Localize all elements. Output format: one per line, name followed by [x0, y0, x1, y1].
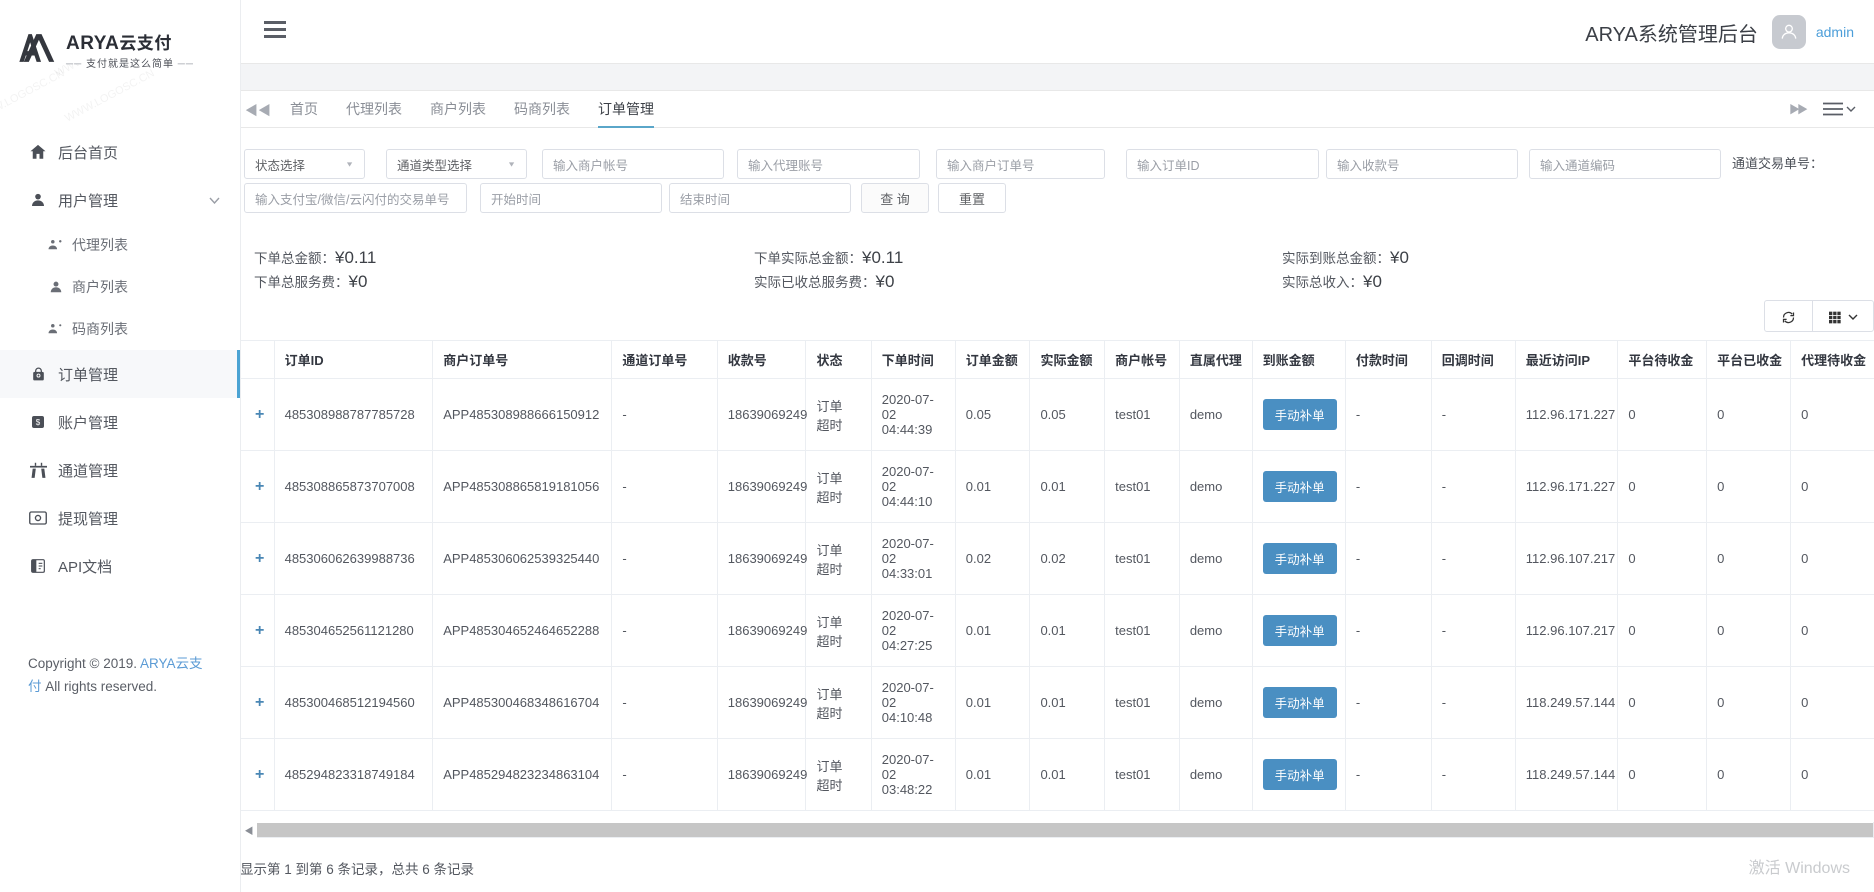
svg-text:$: $: [36, 418, 41, 427]
